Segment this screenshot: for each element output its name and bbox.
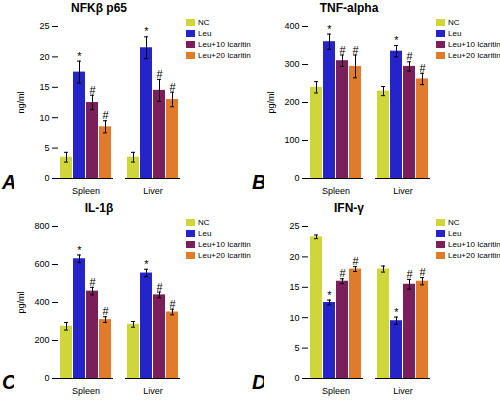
svg-text:*: * — [394, 306, 399, 318]
html-text:Leu: Leu — [448, 29, 462, 38]
svg-text:Spleen: Spleen — [72, 386, 100, 396]
html-text:NC: NC — [198, 18, 210, 27]
html-text:NC: NC — [448, 18, 460, 27]
svg-text:ng/ml: ng/ml — [16, 91, 26, 113]
html-text:Leu+10 Icaritin: Leu+10 Icaritin — [198, 240, 251, 249]
html-text:Leu+10 Icaritin: Leu+10 Icaritin — [448, 40, 500, 49]
svg-text:Spleen: Spleen — [72, 186, 100, 196]
html-text:Leu+10 Icaritin: Leu+10 Icaritin — [198, 40, 251, 49]
svg-text:#: # — [89, 276, 96, 288]
svg-text:0: 0 — [44, 373, 49, 383]
svg-text:10: 10 — [39, 113, 49, 123]
html-text:IL-1β: IL-1β — [84, 201, 114, 215]
svg-text:#: # — [156, 68, 163, 80]
svg-text:*: * — [144, 25, 149, 37]
svg-text:15: 15 — [39, 82, 49, 92]
svg-text:#: # — [339, 267, 346, 279]
svg-text:20: 20 — [289, 252, 299, 262]
svg-text:200: 200 — [284, 97, 299, 107]
svg-text:25: 25 — [289, 221, 299, 231]
svg-text:#: # — [419, 266, 426, 278]
svg-text:#: # — [419, 62, 426, 74]
html-text:Leu+10 Icaritin: Leu+10 Icaritin — [448, 240, 500, 249]
html-text:IFN-γ: IFN-γ — [334, 201, 364, 215]
svg-text:25: 25 — [39, 21, 49, 31]
svg-text:400: 400 — [284, 21, 299, 31]
svg-text:Spleen: Spleen — [322, 186, 350, 196]
svg-text:#: # — [102, 305, 109, 317]
svg-text:Liver: Liver — [393, 386, 413, 396]
html-text:Leu: Leu — [198, 29, 212, 38]
svg-text:#: # — [89, 84, 96, 96]
svg-text:Spleen: Spleen — [322, 386, 350, 396]
svg-text:*: * — [77, 244, 82, 256]
html-text:NC: NC — [198, 218, 210, 227]
svg-text:600: 600 — [34, 259, 49, 269]
svg-text:*: * — [327, 289, 332, 301]
svg-text:#: # — [169, 81, 176, 93]
svg-text:300: 300 — [284, 59, 299, 69]
svg-text:Liver: Liver — [393, 186, 413, 196]
html-text:NC: NC — [448, 218, 460, 227]
svg-text:20: 20 — [39, 52, 49, 62]
html-text:Leu+20 Icaritin: Leu+20 Icaritin — [198, 51, 251, 60]
svg-text:5: 5 — [44, 143, 49, 153]
svg-text:100: 100 — [284, 135, 299, 145]
svg-text:pg/ml: pg/ml — [266, 91, 276, 113]
html-text:NFKβ p65: NFKβ p65 — [71, 1, 127, 15]
svg-text:0: 0 — [44, 173, 49, 183]
svg-text:pg/ml: pg/ml — [16, 291, 26, 313]
svg-text:#: # — [352, 255, 359, 267]
svg-text:*: * — [394, 34, 399, 46]
svg-text:10: 10 — [289, 313, 299, 323]
svg-text:#: # — [406, 50, 413, 62]
svg-text:0: 0 — [294, 373, 299, 383]
svg-text:#: # — [169, 298, 176, 310]
svg-text:5: 5 — [294, 343, 299, 353]
svg-text:*: * — [144, 258, 149, 270]
html-text:Leu: Leu — [198, 229, 212, 238]
svg-text:200: 200 — [34, 335, 49, 345]
svg-text:#: # — [352, 44, 359, 56]
html-text:Leu+20 Icaritin: Leu+20 Icaritin — [448, 51, 500, 60]
svg-text:Liver: Liver — [143, 186, 163, 196]
svg-text:15: 15 — [289, 282, 299, 292]
html-text:A: A — [2, 171, 17, 193]
svg-text:Liver: Liver — [143, 386, 163, 396]
html-text:Leu+20 Icaritin: Leu+20 Icaritin — [448, 251, 500, 260]
svg-text:*: * — [327, 23, 332, 35]
svg-text:#: # — [406, 268, 413, 280]
svg-text:0: 0 — [294, 173, 299, 183]
svg-text:#: # — [339, 44, 346, 56]
svg-text:800: 800 — [34, 221, 49, 231]
html-text:B: B — [252, 171, 267, 193]
html-text:D: D — [252, 371, 267, 393]
html-text:C: C — [2, 371, 17, 393]
svg-text:#: # — [102, 109, 109, 121]
svg-text:400: 400 — [34, 297, 49, 307]
html-text:Leu+20 Icaritin: Leu+20 Icaritin — [198, 251, 251, 260]
svg-text:#: # — [156, 281, 163, 293]
html-text:TNF-alpha: TNF-alpha — [319, 1, 379, 15]
html-text:Leu: Leu — [448, 229, 462, 238]
svg-text:*: * — [77, 50, 82, 62]
